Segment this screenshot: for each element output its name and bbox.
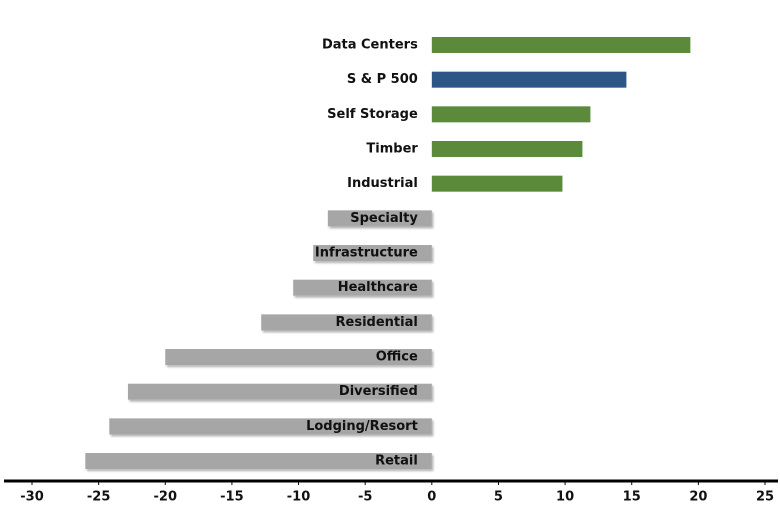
category-label: Infrastructure (315, 246, 418, 261)
category-label: Healthcare (338, 280, 418, 295)
bar (127, 383, 432, 400)
x-tick-label: 5 (494, 490, 503, 505)
x-tick-label: -15 (220, 490, 244, 505)
category-label: Lodging/Resort (306, 419, 418, 434)
bar (431, 106, 591, 123)
bar (85, 453, 432, 470)
bar (431, 37, 691, 53)
category-label: Self Storage (327, 107, 418, 122)
bar (109, 418, 432, 435)
category-label: Residential (336, 315, 418, 330)
bar (327, 210, 432, 227)
category-label: Diversified (339, 384, 418, 399)
bar (431, 141, 583, 158)
x-tick-label: -30 (20, 490, 44, 505)
x-tick-label: -20 (154, 490, 178, 505)
bar (261, 314, 432, 331)
bar (293, 279, 432, 296)
category-label: Industrial (347, 176, 418, 191)
x-tick-label: 0 (427, 490, 436, 505)
x-tick-label: -10 (287, 490, 311, 505)
x-tick-label: 20 (689, 490, 707, 505)
category-label: Retail (375, 454, 418, 469)
x-tick-label: 10 (556, 490, 574, 505)
category-label: Data Centers (322, 38, 418, 53)
bar (431, 175, 563, 192)
x-tick-label: -5 (358, 490, 372, 505)
x-tick-label: -25 (87, 490, 111, 505)
bar (165, 349, 432, 366)
x-tick-label: 25 (756, 490, 774, 505)
bar (431, 71, 627, 88)
category-label: S & P 500 (347, 72, 418, 87)
category-label: Office (376, 350, 418, 365)
bar (313, 245, 432, 262)
category-label: Timber (366, 142, 418, 157)
category-label: Specialty (350, 211, 418, 226)
x-tick-label: 15 (623, 490, 641, 505)
